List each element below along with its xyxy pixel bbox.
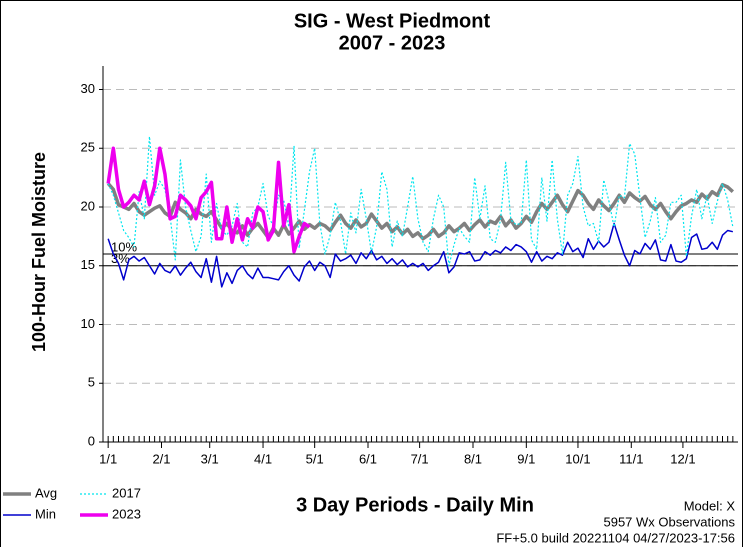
x-tick-label: 9/1 <box>517 451 535 466</box>
series-line <box>106 182 735 241</box>
legend-label: 2017 <box>112 485 141 500</box>
reference-label: 10% <box>111 239 137 254</box>
series-line <box>107 135 734 267</box>
note: 5957 Wx Observations <box>603 514 735 529</box>
chart-subtitle: 2007 - 2023 <box>339 32 446 54</box>
legend-label: 2023 <box>112 506 141 521</box>
y-tick-label: 15 <box>81 257 95 272</box>
y-tick-label: 5 <box>88 375 95 390</box>
x-tick-label: 8/1 <box>464 451 482 466</box>
y-axis-label: 100-Hour Fuel Moisture <box>29 152 49 352</box>
note: Model: X <box>684 498 736 513</box>
legend-label: Min <box>35 506 56 521</box>
x-tick-label: 3/1 <box>201 451 219 466</box>
x-tick-label: 5/1 <box>306 451 324 466</box>
x-axis-label: 3 Day Periods - Daily Min <box>296 494 534 516</box>
x-tick-label: 2/1 <box>152 451 170 466</box>
series-line <box>107 222 734 288</box>
x-tick-label: 12/1 <box>670 451 695 466</box>
y-tick-label: 10 <box>81 316 95 331</box>
y-tick-label: 30 <box>81 81 95 96</box>
chart-title: SIG - West Piedmont <box>294 10 491 32</box>
series-line <box>106 146 311 254</box>
y-tick-label: 0 <box>88 433 95 448</box>
x-tick-label: 10/1 <box>565 451 590 466</box>
y-tick-label: 25 <box>81 140 95 155</box>
x-tick-label: 4/1 <box>254 451 272 466</box>
y-tick-label: 20 <box>81 198 95 213</box>
x-tick-label: 11/1 <box>619 451 643 466</box>
x-tick-label: 6/1 <box>359 451 377 466</box>
reference-label: 3% <box>111 251 130 266</box>
x-tick-label: 1/1 <box>99 451 117 466</box>
legend-label: Avg <box>35 485 57 500</box>
note: FF+5.0 build 20221104 04/27/2023-17:56 <box>496 530 735 545</box>
x-tick-label: 7/1 <box>411 451 429 466</box>
